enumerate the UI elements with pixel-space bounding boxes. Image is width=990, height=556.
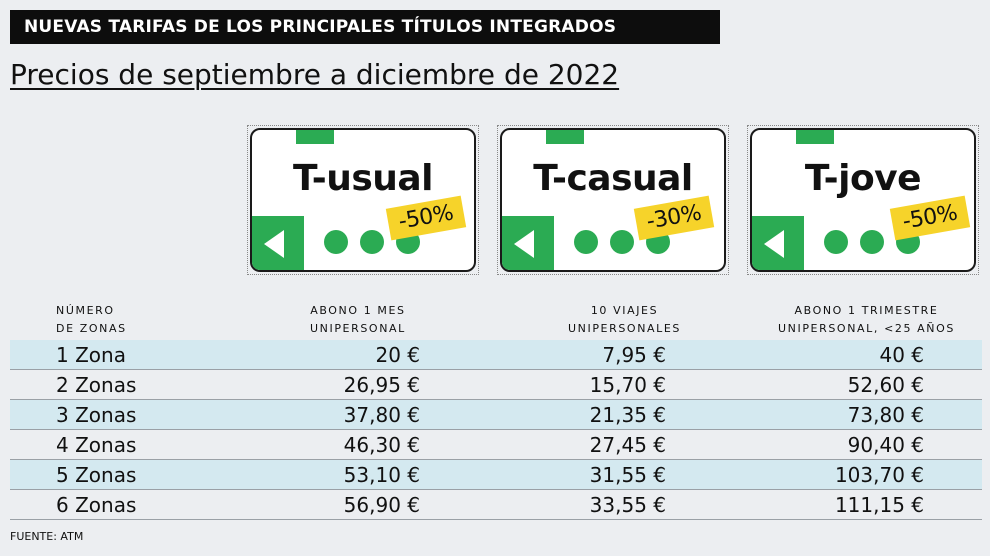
table-cell-zones: 1 Zona	[56, 343, 126, 367]
table-cell-abono-trimestre: 103,70 €	[834, 463, 924, 487]
table-cell-10-viajes: 33,55 €	[589, 493, 666, 517]
table-cell-10-viajes: 7,95 €	[602, 343, 666, 367]
table-cell-zones: 2 Zonas	[56, 373, 137, 397]
table-row: 4 Zonas 46,30 € 27,45 € 90,40 €	[10, 430, 982, 460]
table-cell-abono-mes: 37,80 €	[343, 403, 420, 427]
table-cell-zones: 5 Zonas	[56, 463, 137, 487]
table-cell-abono-trimestre: 111,15 €	[834, 493, 924, 517]
table-cell-abono-trimestre: 52,60 €	[847, 373, 924, 397]
dot-icon	[574, 230, 598, 254]
table-cell-abono-mes: 26,95 €	[343, 373, 420, 397]
header-line: 10 VIAJES	[590, 304, 659, 317]
discount-badge: -30%	[633, 195, 715, 241]
column-header-abono-mes: ABONO 1 MES UNIPERSONAL	[310, 302, 406, 338]
header-line: UNIPERSONALES	[568, 322, 682, 335]
arrow-left-icon	[252, 216, 304, 270]
header-line: UNIPERSONAL	[310, 322, 406, 335]
card-tab	[296, 130, 334, 144]
column-header-abono-trimestre: ABONO 1 TRIMESTRE UNIPERSONAL, <25 AÑOS	[778, 302, 955, 338]
dot-icon	[610, 230, 634, 254]
table-row: 2 Zonas 26,95 € 15,70 € 52,60 €	[10, 370, 982, 400]
table-cell-abono-mes: 56,90 €	[343, 493, 420, 517]
dot-icon	[824, 230, 848, 254]
table-cell-10-viajes: 31,55 €	[589, 463, 666, 487]
card-name: T-usual	[292, 158, 434, 199]
table-cell-zones: 3 Zonas	[56, 403, 137, 427]
banner: NUEVAS TARIFAS DE LOS PRINCIPALES TÍTULO…	[10, 10, 720, 44]
card-name: T-jove	[804, 158, 922, 199]
table-cell-abono-mes: 46,30 €	[343, 433, 420, 457]
header-line: NÚMERO	[56, 304, 115, 317]
column-header-10-viajes: 10 VIAJES UNIPERSONALES	[568, 302, 681, 338]
table-cell-10-viajes: 27,45 €	[589, 433, 666, 457]
table-cell-abono-mes: 53,10 €	[343, 463, 420, 487]
header-line: DE ZONAS	[56, 322, 127, 335]
table-row: 5 Zonas 53,10 € 31,55 € 103,70 €	[10, 460, 982, 490]
card-t-jove: T-jove -50%	[747, 125, 979, 275]
table-cell-abono-mes: 20 €	[375, 343, 420, 367]
dot-icon	[860, 230, 884, 254]
card-tab	[546, 130, 584, 144]
table-cell-10-viajes: 21,35 €	[589, 403, 666, 427]
card-t-usual: T-usual -50%	[247, 125, 479, 275]
table-row: 3 Zonas 37,80 € 21,35 € 73,80 €	[10, 400, 982, 430]
table-row: 6 Zonas 56,90 € 33,55 € 111,15 €	[10, 490, 982, 520]
header-line: UNIPERSONAL, <25 AÑOS	[778, 322, 955, 335]
dot-icon	[360, 230, 384, 254]
table-row: 1 Zona 20 € 7,95 € 40 €	[10, 340, 982, 370]
header-line: ABONO 1 MES	[310, 304, 406, 317]
dot-icon	[324, 230, 348, 254]
discount-badge: -50%	[385, 195, 467, 241]
table-cell-zones: 4 Zonas	[56, 433, 137, 457]
table-cell-abono-trimestre: 90,40 €	[847, 433, 924, 457]
page-title: Precios de septiembre a diciembre de 202…	[10, 58, 620, 91]
discount-badge: -50%	[889, 195, 971, 241]
table-cell-abono-trimestre: 40 €	[879, 343, 924, 367]
card-name: T-casual	[533, 158, 693, 199]
table-cell-zones: 6 Zonas	[56, 493, 137, 517]
arrow-left-icon	[502, 216, 554, 270]
card-tab	[796, 130, 834, 144]
table-cell-abono-trimestre: 73,80 €	[847, 403, 924, 427]
column-header-zones: NÚMERO DE ZONAS	[56, 302, 127, 338]
table-cell-10-viajes: 15,70 €	[589, 373, 666, 397]
header-line: ABONO 1 TRIMESTRE	[794, 304, 939, 317]
arrow-left-icon	[752, 216, 804, 270]
card-t-casual: T-casual -30%	[497, 125, 729, 275]
source-note: FUENTE: ATM	[10, 530, 84, 543]
